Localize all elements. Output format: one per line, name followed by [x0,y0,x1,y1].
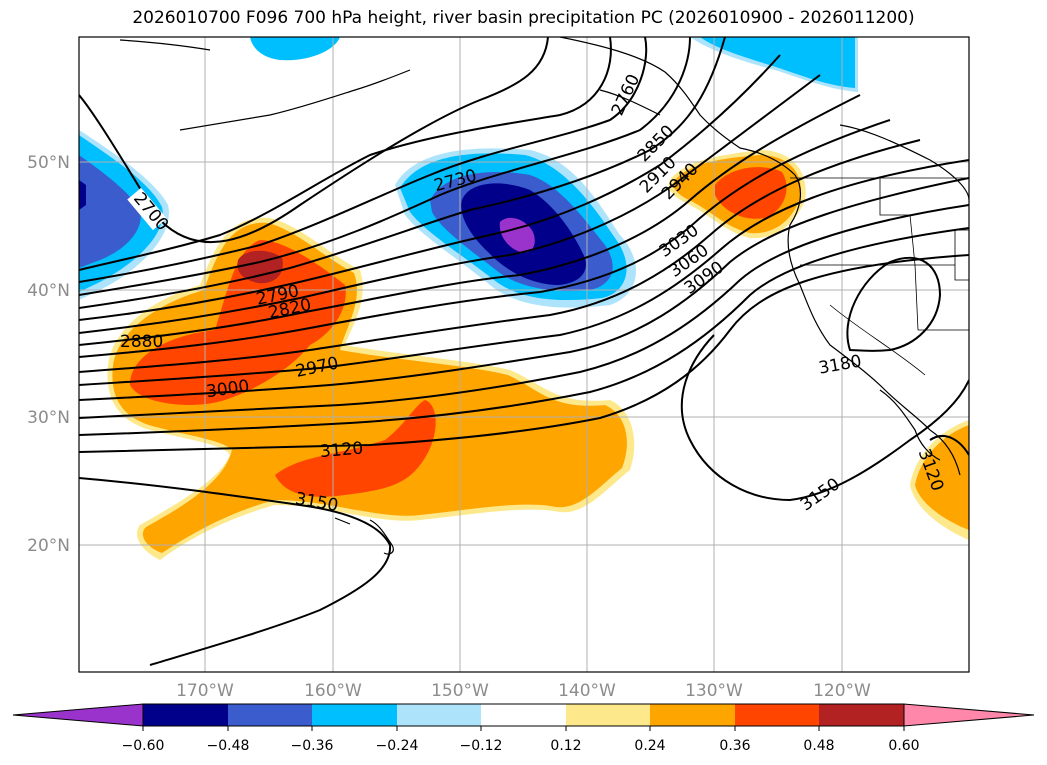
colorbar-tick-label: 0.24 [634,738,665,754]
colorbar-swatch [312,704,397,726]
colorbar-tick-label: 0.60 [888,738,919,754]
contour-label: 3120 [319,438,364,462]
colorbar: −0.60 −0.48 −0.36 −0.24 −0.12 0.12 0.24 … [12,703,1035,754]
lat-label: 50°N [27,153,70,173]
colorbar-frame [142,703,905,727]
colorbar-extend-low [12,703,144,727]
lat-label: 30°N [27,408,70,428]
map-canvas: 2700 2730 2760 2790 2820 2850 2880 2910 … [79,37,969,672]
colorbar-swatch [566,704,650,726]
lon-label: 140°W [558,681,616,701]
lon-label: 170°W [176,681,234,701]
colorbar-tick-label: 0.48 [803,738,834,754]
lon-label: 120°W [813,681,871,701]
lon-label: 160°W [304,681,362,701]
longitude-labels: 170°W 160°W 150°W 140°W 130°W 120°W [176,681,871,701]
colorbar-tick-label: 0.36 [719,738,750,754]
colorbar-tick-label: −0.36 [291,738,334,754]
colorbar-tick-label: −0.48 [207,738,250,754]
map-frame [78,36,970,673]
negative-precip-region-bering [79,130,169,300]
colorbar-tick-label: −0.24 [376,738,419,754]
lat-label: 20°N [27,536,70,556]
state-borders [790,177,969,376]
colorbar-ticks [142,726,905,731]
colorbar-swatch [481,704,566,726]
latitude-labels: 50°N 40°N 30°N 20°N [27,153,70,556]
lon-label: 150°W [431,681,489,701]
colorbar-swatch [650,704,735,726]
colorbar-swatch [143,704,228,726]
map-gridlines [79,37,969,672]
positive-precip-region-mexico [910,420,969,540]
colorbar-extend-high [903,703,1035,727]
lon-label: 130°W [685,681,743,701]
height-contours [79,37,969,666]
colorbar-tick-label: 0.12 [550,738,581,754]
colorbar-swatch [228,704,312,726]
colorbar-tick-label: −0.60 [122,738,165,754]
colorbar-swatch [735,704,819,726]
lat-label: 40°N [27,281,70,301]
contour-label: 2880 [120,332,163,352]
colorbar-swatch [397,704,481,726]
map-title: 2026010700 F096 700 hPa height, river ba… [132,8,915,28]
colorbar-tick-label: −0.12 [460,738,503,754]
colorbar-swatch [819,704,904,726]
